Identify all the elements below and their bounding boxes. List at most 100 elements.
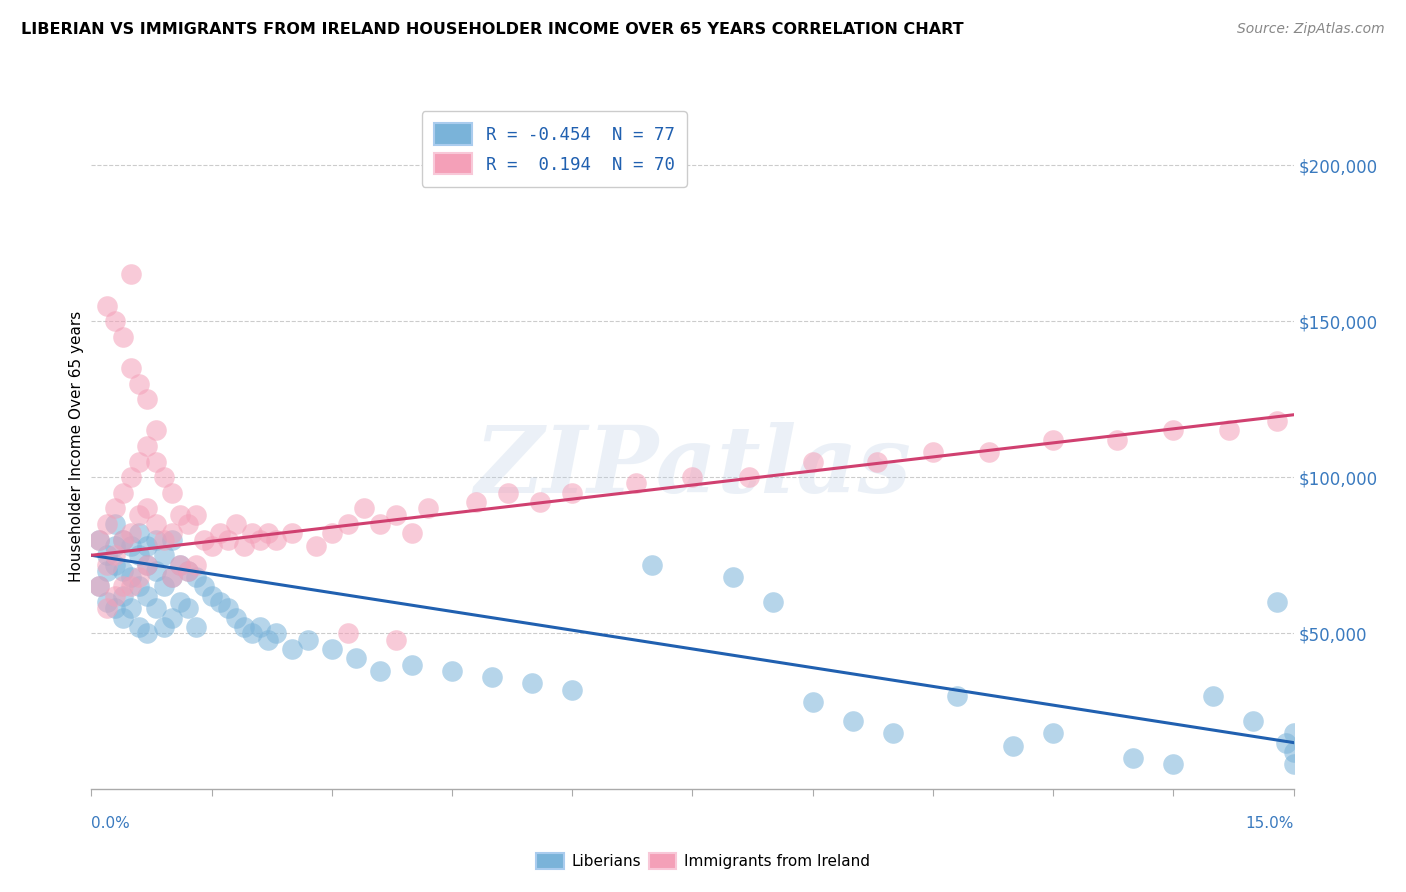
Point [136, 539, 159, 553]
Point [264, 626, 287, 640]
Point [866, 455, 889, 469]
Point [112, 485, 135, 500]
Point [297, 632, 319, 647]
Point [96, 548, 118, 563]
Point [1218, 424, 1240, 438]
Point [104, 601, 127, 615]
Point [112, 533, 135, 547]
Point [321, 642, 343, 657]
Point [121, 539, 143, 553]
Point [336, 517, 359, 532]
Point [96, 298, 118, 313]
Point [128, 580, 150, 594]
Point [169, 595, 191, 609]
Point [721, 570, 744, 584]
Point [561, 485, 583, 500]
Point [385, 632, 408, 647]
Point [104, 539, 127, 553]
Point [1282, 726, 1305, 740]
Point [841, 714, 863, 728]
Point [89, 533, 111, 547]
Y-axis label: Householder Income Over 65 years: Householder Income Over 65 years [69, 310, 84, 582]
Point [96, 601, 118, 615]
Point [104, 501, 127, 516]
Point [121, 580, 143, 594]
Point [128, 526, 150, 541]
Point [681, 470, 703, 484]
Point [201, 539, 224, 553]
Point [626, 476, 648, 491]
Point [193, 533, 215, 547]
Point [481, 670, 503, 684]
Point [385, 508, 408, 522]
Point [522, 676, 544, 690]
Point [136, 439, 159, 453]
Point [1163, 757, 1185, 772]
Point [184, 620, 207, 634]
Text: Source: ZipAtlas.com: Source: ZipAtlas.com [1237, 22, 1385, 37]
Point [169, 558, 191, 572]
Point [169, 558, 191, 572]
Point [232, 539, 254, 553]
Point [1042, 433, 1064, 447]
Point [176, 564, 198, 578]
Point [529, 495, 551, 509]
Point [89, 533, 111, 547]
Point [321, 526, 343, 541]
Point [112, 611, 135, 625]
Point [882, 726, 904, 740]
Point [762, 595, 785, 609]
Point [344, 651, 367, 665]
Point [561, 682, 583, 697]
Point [184, 508, 207, 522]
Text: 15.0%: 15.0% [1246, 816, 1294, 831]
Point [160, 570, 183, 584]
Point [96, 517, 118, 532]
Point [281, 526, 304, 541]
Point [160, 570, 183, 584]
Point [152, 580, 174, 594]
Point [1282, 745, 1305, 759]
Point [416, 501, 439, 516]
Point [465, 495, 488, 509]
Point [946, 689, 969, 703]
Text: ZIPatlas: ZIPatlas [474, 422, 911, 512]
Point [152, 620, 174, 634]
Point [112, 330, 135, 344]
Point [232, 620, 254, 634]
Point [225, 611, 247, 625]
Point [176, 601, 198, 615]
Point [1202, 689, 1225, 703]
Point [160, 611, 183, 625]
Point [249, 533, 271, 547]
Point [104, 558, 127, 572]
Point [249, 620, 271, 634]
Point [104, 314, 127, 328]
Point [1001, 739, 1024, 753]
Point [121, 601, 143, 615]
Point [160, 526, 183, 541]
Point [208, 526, 231, 541]
Point [104, 548, 127, 563]
Point [401, 526, 423, 541]
Point [121, 268, 143, 282]
Point [184, 570, 207, 584]
Point [145, 533, 167, 547]
Point [977, 445, 1000, 459]
Point [104, 517, 127, 532]
Point [240, 526, 263, 541]
Point [145, 564, 167, 578]
Point [1163, 424, 1185, 438]
Point [121, 526, 143, 541]
Point [208, 595, 231, 609]
Point [193, 580, 215, 594]
Point [1267, 414, 1289, 428]
Point [801, 455, 824, 469]
Point [136, 501, 159, 516]
Point [136, 392, 159, 407]
Point [240, 626, 263, 640]
Legend: Liberians, Immigrants from Ireland: Liberians, Immigrants from Ireland [530, 847, 876, 875]
Point [145, 424, 167, 438]
Point [305, 539, 328, 553]
Point [112, 533, 135, 547]
